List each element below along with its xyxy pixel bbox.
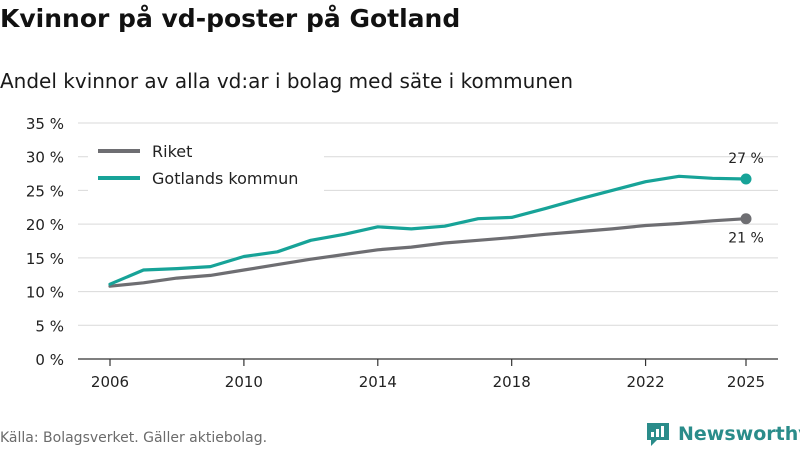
- x-tick-label: 2014: [359, 373, 397, 391]
- x-tick-label: 2018: [493, 373, 531, 391]
- end-value-label: 27 %: [728, 151, 764, 167]
- legend: Riket Gotlands kommun: [88, 138, 324, 196]
- y-tick-label: 25 %: [26, 182, 64, 200]
- y-tick-label: 35 %: [26, 115, 64, 133]
- y-tick-label: 20 %: [26, 216, 64, 234]
- y-tick-label: 15 %: [26, 250, 64, 268]
- y-axis-ticks: 0 % 5 % 10 % 15 % 20 % 25 % 30 % 35 %: [26, 115, 64, 369]
- line-chart: 0 %5 %10 %15 %20 %25 %30 %35 % 2006 2010 2…: [26, 115, 778, 391]
- x-axis: 2006 2010 2014 2018 2022 2025: [78, 358, 778, 391]
- end-point-marker: [740, 173, 752, 185]
- legend-label: Gotlands kommun: [152, 169, 298, 188]
- end-point-marker: [740, 213, 752, 225]
- newsworthy-logo-icon: [647, 423, 669, 446]
- y-tick-label: 0 %: [35, 351, 64, 369]
- series-line-riket: [108, 217, 748, 288]
- series-lines: [108, 173, 752, 288]
- brand-name: Newsworthy: [678, 423, 800, 445]
- end-value-label: 21 %: [728, 231, 764, 247]
- x-tick-label: 2025: [727, 373, 765, 391]
- x-tick-label: 2022: [626, 373, 664, 391]
- brand-logo: Newsworthy: [645, 420, 800, 448]
- series-line-gotland: [108, 174, 748, 286]
- y-tick-label: 5 %: [35, 317, 64, 335]
- source-note: Källa: Bolagsverket. Gäller aktiebolag.: [0, 430, 268, 446]
- legend-background: [88, 138, 324, 196]
- end-labels: 21 % 27 %: [728, 151, 764, 247]
- chart-subtitle: Andel kvinnor av alla vd:ar i bolag med …: [0, 69, 573, 93]
- y-tick-label: 30 %: [26, 149, 64, 167]
- chart-title: Kvinnor på vd-poster på Gotland: [0, 4, 461, 33]
- y-tick-label: 10 %: [26, 284, 64, 302]
- x-tick-label: 2010: [225, 373, 263, 391]
- legend-label: Riket: [152, 142, 192, 161]
- x-tick-label: 2006: [91, 373, 129, 391]
